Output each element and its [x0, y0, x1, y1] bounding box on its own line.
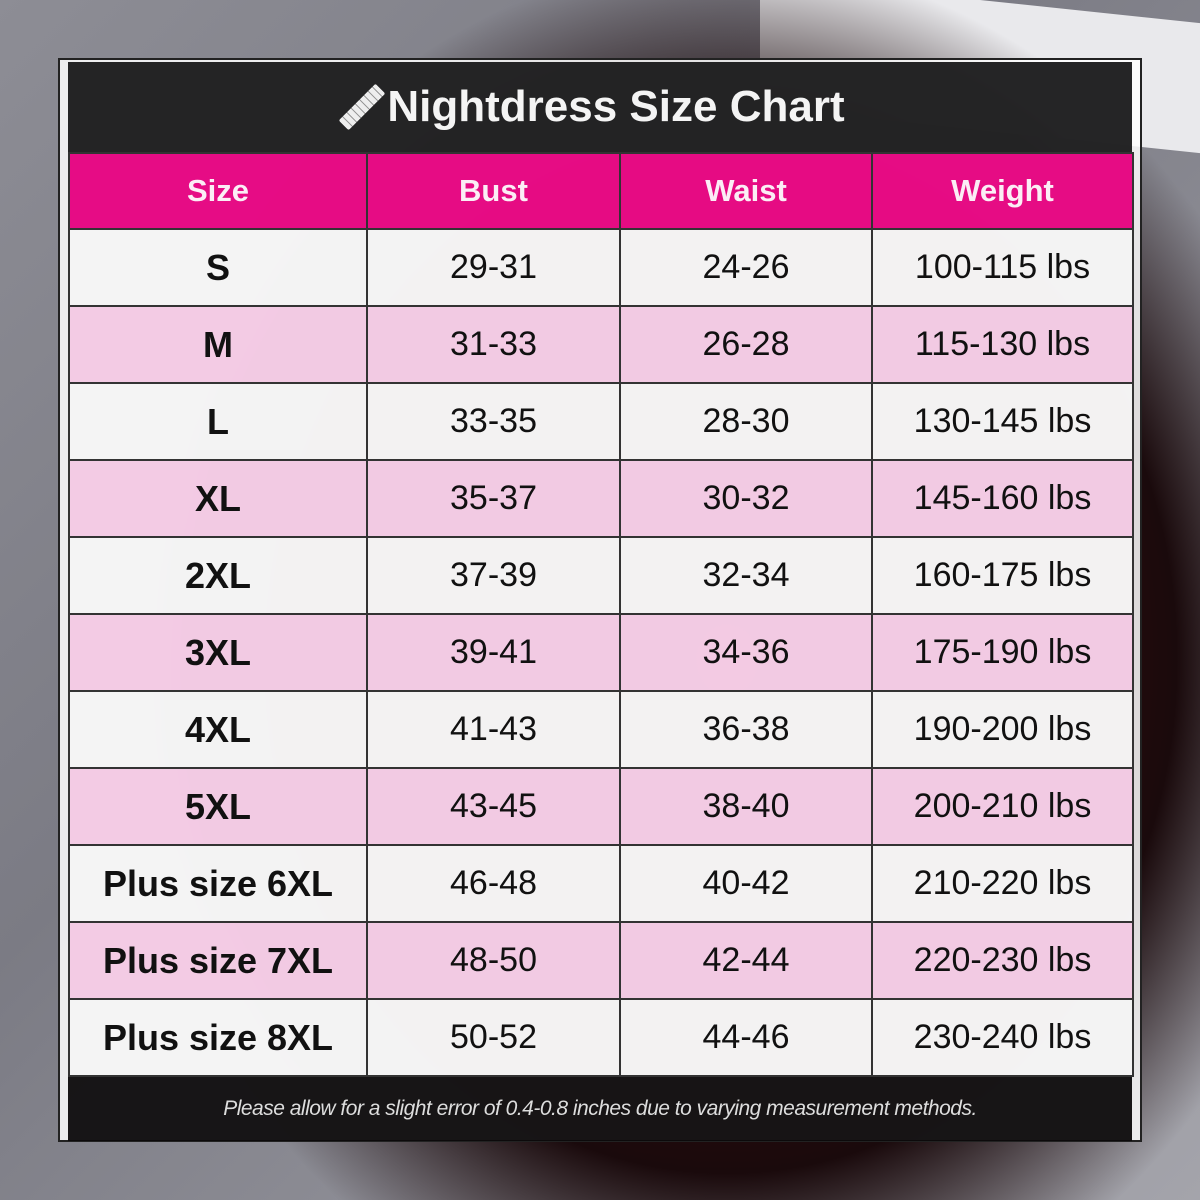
- cell-waist: 36-38: [619, 690, 873, 769]
- cell-weight: 230-240 lbs: [871, 998, 1134, 1077]
- cell-bust: 48-50: [366, 921, 621, 1000]
- table-row: Plus size 6XL 46-48 40-42 210-220 lbs: [68, 844, 1134, 923]
- cell-weight: 190-200 lbs: [871, 690, 1134, 769]
- column-header-waist: Waist: [619, 152, 873, 230]
- cell-bust: 37-39: [366, 536, 621, 615]
- cell-weight: 200-210 lbs: [871, 767, 1134, 846]
- ruler-icon: [339, 83, 386, 131]
- footer-note: Please allow for a slight error of 0.4-0…: [68, 1077, 1132, 1141]
- cell-waist: 34-36: [619, 613, 873, 692]
- cell-size: XL: [68, 459, 368, 538]
- cell-bust: 33-35: [366, 382, 621, 461]
- cell-size: L: [68, 382, 368, 461]
- cell-weight: 145-160 lbs: [871, 459, 1134, 538]
- cell-weight: 210-220 lbs: [871, 844, 1134, 923]
- cell-bust: 29-31: [366, 228, 621, 307]
- cell-waist: 26-28: [619, 305, 873, 384]
- cell-bust: 39-41: [366, 613, 621, 692]
- cell-size: Plus size 7XL: [68, 921, 368, 1000]
- table-row: 4XL 41-43 36-38 190-200 lbs: [68, 690, 1134, 769]
- cell-bust: 31-33: [366, 305, 621, 384]
- table-row: Plus size 8XL 50-52 44-46 230-240 lbs: [68, 998, 1134, 1077]
- cell-bust: 50-52: [366, 998, 621, 1077]
- cell-weight: 115-130 lbs: [871, 305, 1134, 384]
- size-chart-card: Nightdress Size Chart Size Bust Waist Weigh…: [58, 58, 1142, 1142]
- cell-bust: 46-48: [366, 844, 621, 923]
- table-row: S 29-31 24-26 100-115 lbs: [68, 228, 1134, 307]
- cell-waist: 32-34: [619, 536, 873, 615]
- cell-size: 2XL: [68, 536, 368, 615]
- column-header-bust: Bust: [366, 152, 621, 230]
- cell-size: 5XL: [68, 767, 368, 846]
- cell-size: S: [68, 228, 368, 307]
- cell-bust: 43-45: [366, 767, 621, 846]
- table-row: 5XL 43-45 38-40 200-210 lbs: [68, 767, 1134, 846]
- cell-size: 4XL: [68, 690, 368, 769]
- table-row: 2XL 37-39 32-34 160-175 lbs: [68, 536, 1134, 615]
- cell-waist: 28-30: [619, 382, 873, 461]
- cell-waist: 42-44: [619, 921, 873, 1000]
- table-row: M 31-33 26-28 115-130 lbs: [68, 305, 1134, 384]
- cell-bust: 41-43: [366, 690, 621, 769]
- table-row: L 33-35 28-30 130-145 lbs: [68, 382, 1134, 461]
- cell-bust: 35-37: [366, 459, 621, 538]
- table-row: Plus size 7XL 48-50 42-44 220-230 lbs: [68, 921, 1134, 1000]
- column-header-size: Size: [68, 152, 368, 230]
- cell-waist: 24-26: [619, 228, 873, 307]
- table-row: XL 35-37 30-32 145-160 lbs: [68, 459, 1134, 538]
- cell-waist: 30-32: [619, 459, 873, 538]
- cell-size: M: [68, 305, 368, 384]
- cell-size: Plus size 8XL: [68, 998, 368, 1077]
- cell-size: 3XL: [68, 613, 368, 692]
- cell-weight: 175-190 lbs: [871, 613, 1134, 692]
- cell-waist: 40-42: [619, 844, 873, 923]
- cell-weight: 160-175 lbs: [871, 536, 1134, 615]
- cell-weight: 130-145 lbs: [871, 382, 1134, 461]
- header-row: Size Bust Waist Weight: [68, 152, 1134, 230]
- column-header-weight: Weight: [871, 152, 1134, 230]
- cell-waist: 38-40: [619, 767, 873, 846]
- cell-weight: 100-115 lbs: [871, 228, 1134, 307]
- cell-size: Plus size 6XL: [68, 844, 368, 923]
- title-bar: Nightdress Size Chart: [68, 62, 1132, 152]
- cell-waist: 44-46: [619, 998, 873, 1077]
- table-row: 3XL 39-41 34-36 175-190 lbs: [68, 613, 1134, 692]
- cell-weight: 220-230 lbs: [871, 921, 1134, 1000]
- page-title: Nightdress Size Chart: [387, 82, 845, 131]
- size-table: Size Bust Waist Weight S 29-31 24-26 100-115 l…: [68, 152, 1134, 1077]
